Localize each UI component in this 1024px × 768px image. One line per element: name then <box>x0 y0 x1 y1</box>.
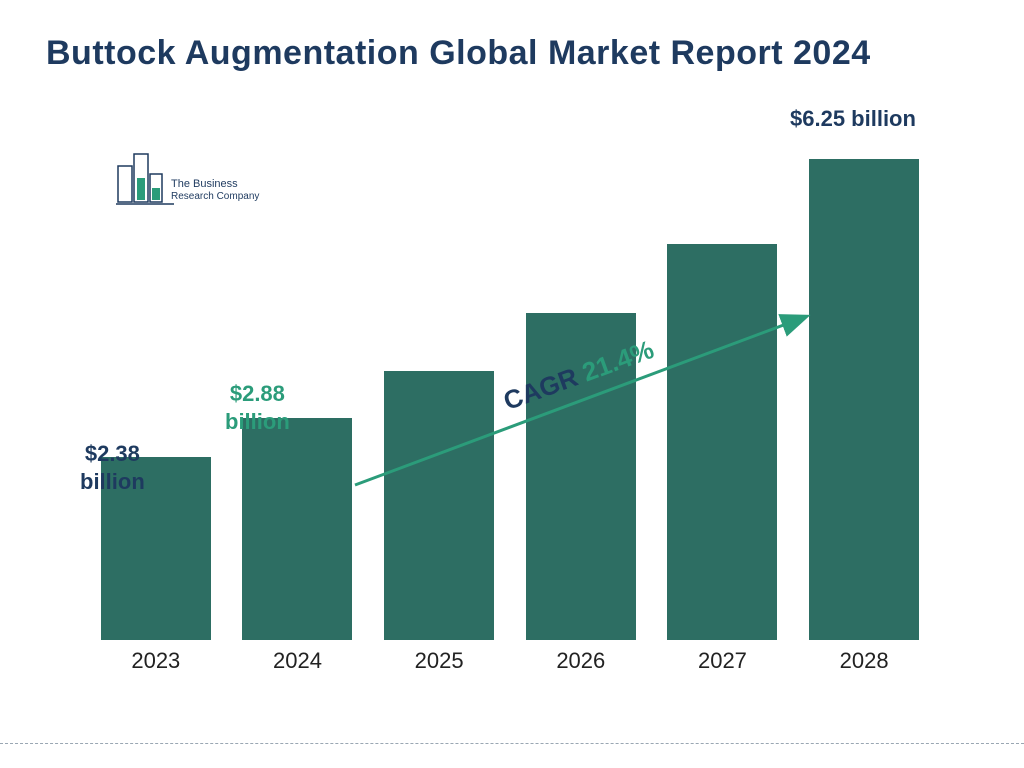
x-tick-label: 2025 <box>369 648 509 674</box>
bar <box>667 244 777 640</box>
bar <box>809 159 919 640</box>
footer-divider <box>0 743 1024 744</box>
bar <box>384 371 494 640</box>
x-tick-label: 2027 <box>652 648 792 674</box>
bar-chart: 202320242025202620272028 CAGR 21.4% <box>85 140 935 680</box>
bars-container: 202320242025202620272028 <box>85 140 935 640</box>
bar-value-label: $6.25 billion <box>790 105 916 133</box>
bar <box>242 418 352 640</box>
x-tick-label: 2024 <box>227 648 367 674</box>
bar-value-label: $2.88billion <box>225 380 290 435</box>
page-title: Buttock Augmentation Global Market Repor… <box>46 34 871 73</box>
bar-slot: 2026 <box>511 313 651 640</box>
bar-value-label: $2.38billion <box>80 440 145 495</box>
bar-slot: 2024 <box>227 418 367 640</box>
bar-slot: 2025 <box>369 371 509 640</box>
x-tick-label: 2028 <box>794 648 934 674</box>
bar-slot: 2027 <box>652 244 792 640</box>
x-tick-label: 2023 <box>86 648 226 674</box>
x-tick-label: 2026 <box>511 648 651 674</box>
bar-slot: 2028 <box>794 159 934 640</box>
bar <box>526 313 636 640</box>
